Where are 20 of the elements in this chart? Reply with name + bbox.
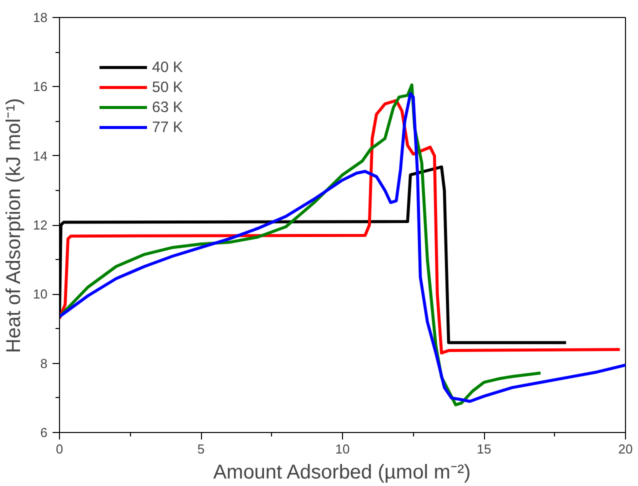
legend-label: 63 K [152,98,183,116]
y-tick-label: 18 [33,10,48,25]
line-series [60,99,622,354]
y-tick-label: 16 [33,79,48,94]
x-tick-label: 0 [56,442,64,456]
y-tick-label: 10 [33,286,48,302]
y-axis-title: Heat of Adsorption (kJ mol⁻¹) [3,98,26,353]
x-tick-label: 15 [476,442,492,456]
legend-label: 77 K [152,118,183,136]
y-tick-label: 12 [33,218,48,232]
line-series [60,92,626,403]
x-tick-label: 20 [618,442,633,456]
y-tick-label: 14 [33,148,48,164]
legend-label: 50 K [152,78,183,96]
x-tick-label: 5 [197,442,205,456]
x-axis-title: Amount Adsorbed (µmol m⁻²) [213,462,471,484]
y-tick-label: 6 [40,425,48,440]
y-tick-label: 8 [40,356,48,371]
x-tick-label: 10 [335,442,350,456]
legend-label: 40 K [152,58,183,76]
